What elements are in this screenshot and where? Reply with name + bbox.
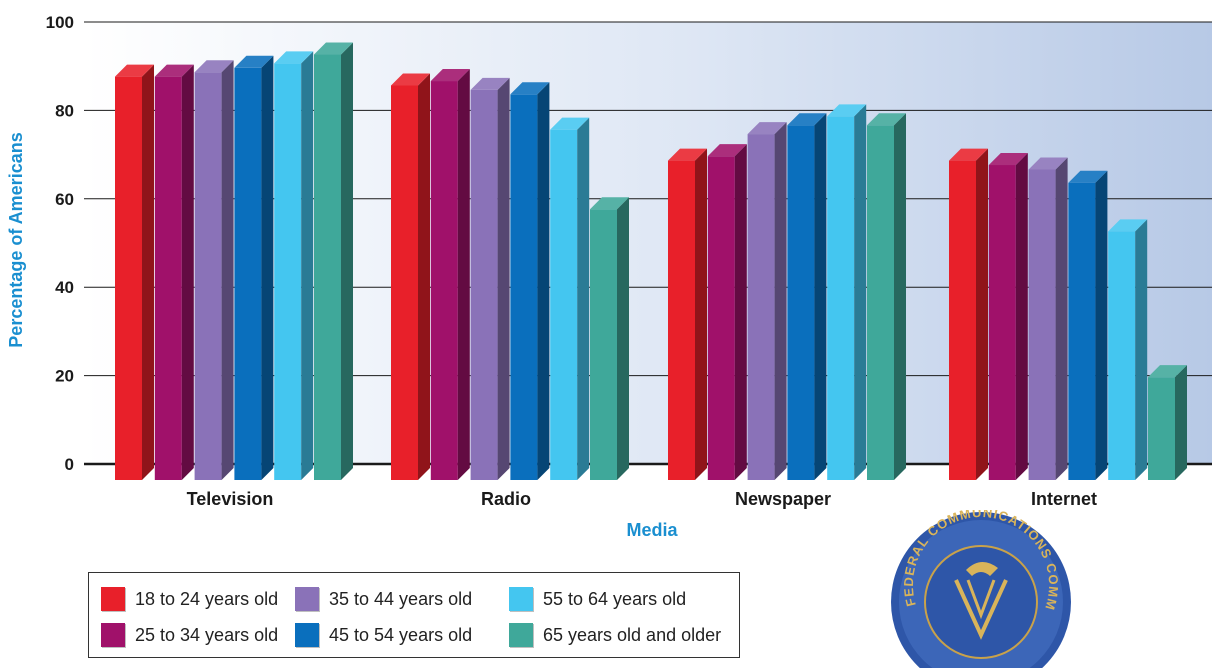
x-category-label: Internet	[1031, 489, 1097, 509]
legend-item: 18 to 24 years old	[101, 587, 278, 611]
bar	[747, 122, 787, 480]
legend-swatch	[101, 623, 125, 647]
bar	[1148, 365, 1187, 480]
legend-label: 55 to 64 years old	[543, 588, 687, 609]
bar	[115, 64, 154, 481]
x-category-label: Radio	[481, 489, 531, 509]
bar	[668, 148, 707, 480]
bar	[590, 197, 629, 480]
bar	[827, 104, 867, 481]
x-category-label: Television	[187, 489, 274, 509]
x-axis-categories: Television Radio Newspaper Internet	[187, 489, 1097, 509]
legend-swatch	[295, 623, 319, 647]
legend-label: 65 years old and older	[543, 624, 722, 645]
legend-label: 45 to 54 years old	[329, 624, 473, 645]
bar	[988, 153, 1028, 480]
legend-label: 35 to 44 years old	[329, 588, 473, 609]
bar	[391, 73, 430, 481]
y-axis-ticks: 0 20 40 60 80 100	[46, 13, 74, 474]
bar	[707, 144, 747, 480]
bar	[510, 82, 550, 481]
bar	[234, 55, 274, 480]
legend-item: 55 to 64 years old	[509, 587, 686, 611]
bar	[550, 117, 590, 480]
y-tick-label: 60	[55, 190, 74, 209]
bar	[470, 77, 510, 480]
y-tick-label: 0	[65, 455, 74, 474]
bars	[115, 42, 1187, 481]
legend: 18 to 24 years old 25 to 34 years old 35 t…	[88, 572, 740, 658]
legend-item: 65 years old and older	[509, 623, 721, 647]
legend-item: 35 to 44 years old	[295, 587, 472, 611]
legend-swatch	[295, 587, 319, 611]
bar	[949, 148, 988, 480]
bar	[1108, 219, 1148, 480]
bar	[787, 113, 827, 481]
bar	[867, 113, 906, 481]
y-tick-label: 80	[55, 101, 74, 120]
bar	[430, 69, 470, 480]
bar	[1068, 170, 1108, 480]
legend-item: 25 to 34 years old	[101, 623, 278, 647]
legend-item: 45 to 54 years old	[295, 623, 472, 647]
bar	[314, 42, 353, 481]
bar	[274, 51, 314, 481]
fcc-seal-logo: FEDERAL COMMUNICATIONS COMMISSION	[886, 510, 1071, 668]
legend-swatch	[509, 623, 533, 647]
y-axis-title: Percentage of Americans	[6, 132, 26, 347]
x-category-label: Newspaper	[735, 489, 831, 509]
y-tick-label: 40	[55, 278, 74, 297]
y-tick-label: 100	[46, 13, 74, 32]
y-tick-label: 20	[55, 367, 74, 386]
bar	[1028, 157, 1068, 480]
legend-label: 18 to 24 years old	[135, 588, 279, 609]
legend-swatch	[509, 587, 533, 611]
bar	[194, 60, 234, 480]
x-axis-title: Media	[626, 520, 678, 540]
bar	[154, 64, 194, 481]
legend-label: 25 to 34 years old	[135, 624, 279, 645]
legend-swatch	[101, 587, 125, 611]
